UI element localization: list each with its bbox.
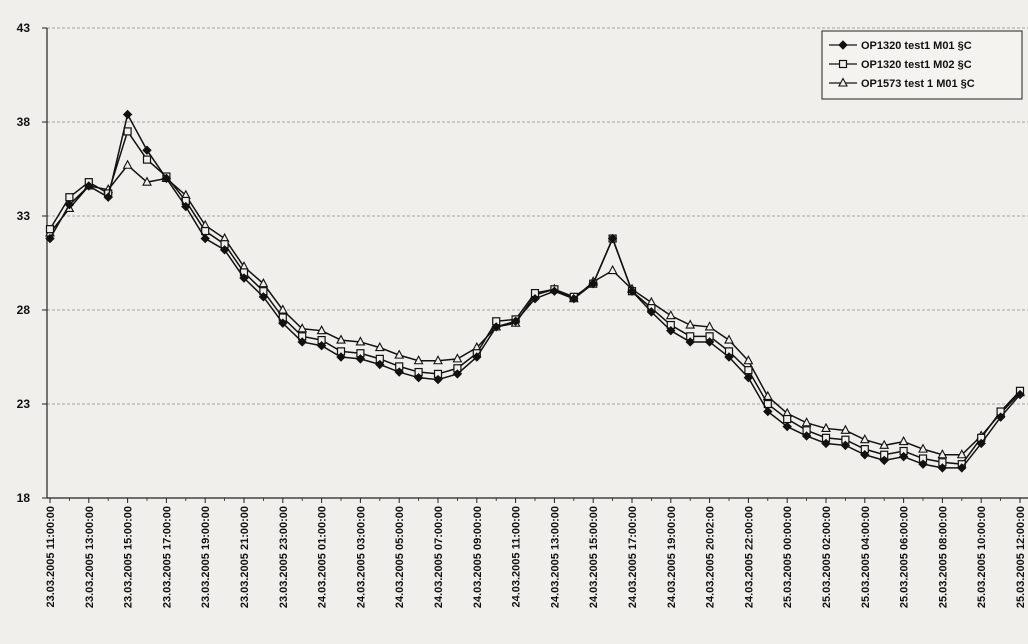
x-tick-label: 24.03.2005 13:00:00 <box>549 506 561 608</box>
x-tick-label: 24.03.2005 20:02:00 <box>705 506 717 608</box>
data-point <box>144 156 151 163</box>
x-tick-label: 23.03.2005 19:00:00 <box>200 506 212 608</box>
x-tick-label: 23.03.2005 13:00:00 <box>84 506 96 608</box>
x-tick-label: 24.03.2005 05:00:00 <box>394 506 406 608</box>
x-tick-label: 24.03.2005 03:00:00 <box>355 506 367 608</box>
x-tick-label: 25.03.2005 00:00:00 <box>782 506 794 608</box>
y-tick-label: 23 <box>17 397 31 411</box>
x-tick-label: 24.03.2005 07:00:00 <box>433 506 445 608</box>
data-point <box>47 226 54 233</box>
x-tick-label: 23.03.2005 11:00:00 <box>45 506 57 608</box>
y-tick-label: 43 <box>17 21 31 35</box>
data-point <box>66 194 73 201</box>
x-tick-label: 24.03.2005 01:00:00 <box>317 506 329 608</box>
x-tick-label: 23.03.2005 15:00:00 <box>123 506 135 608</box>
y-tick-label: 38 <box>17 115 31 129</box>
x-tick-label: 24.03.2005 17:00:00 <box>627 506 639 608</box>
x-tick-label: 25.03.2005 06:00:00 <box>899 506 911 608</box>
x-tick-label: 23.03.2005 17:00:00 <box>161 506 173 608</box>
x-tick-label: 25.03.2005 02:00:00 <box>821 506 833 608</box>
data-point <box>745 367 752 374</box>
x-tick-label: 23.03.2005 21:00:00 <box>239 506 251 608</box>
x-tick-label: 25.03.2005 08:00:00 <box>937 506 949 608</box>
x-tick-label: 24.03.2005 22:00:00 <box>743 506 755 608</box>
y-tick-label: 18 <box>17 491 31 505</box>
legend-label: OP1320 test1 M01 §C <box>861 40 972 52</box>
x-tick-label: 24.03.2005 11:00:00 <box>511 506 523 608</box>
y-tick-label: 28 <box>17 303 31 317</box>
x-tick-label: 24.03.2005 09:00:00 <box>472 506 484 608</box>
x-tick-label: 25.03.2005 04:00:00 <box>860 506 872 608</box>
x-tick-label: 24.03.2005 19:00:00 <box>666 506 678 608</box>
x-tick-label: 23.03.2005 23:00:00 <box>278 506 290 608</box>
y-tick-label: 33 <box>17 209 31 223</box>
x-tick-label: 25.03.2005 10:00:00 <box>976 506 988 608</box>
data-point <box>784 416 791 423</box>
legend-label: OP1320 test1 M02 §C <box>861 59 972 71</box>
x-tick-label: 24.03.2005 15:00:00 <box>588 506 600 608</box>
data-point <box>124 128 131 135</box>
legend-label: OP1573 test 1 M01 §C <box>861 78 975 90</box>
x-tick-label: 25.03.2005 12:00:00 <box>1015 506 1027 608</box>
legend: OP1320 test1 M01 §C OP1320 test1 M02 §C OP… <box>822 31 1022 99</box>
legend-marker <box>840 61 847 68</box>
